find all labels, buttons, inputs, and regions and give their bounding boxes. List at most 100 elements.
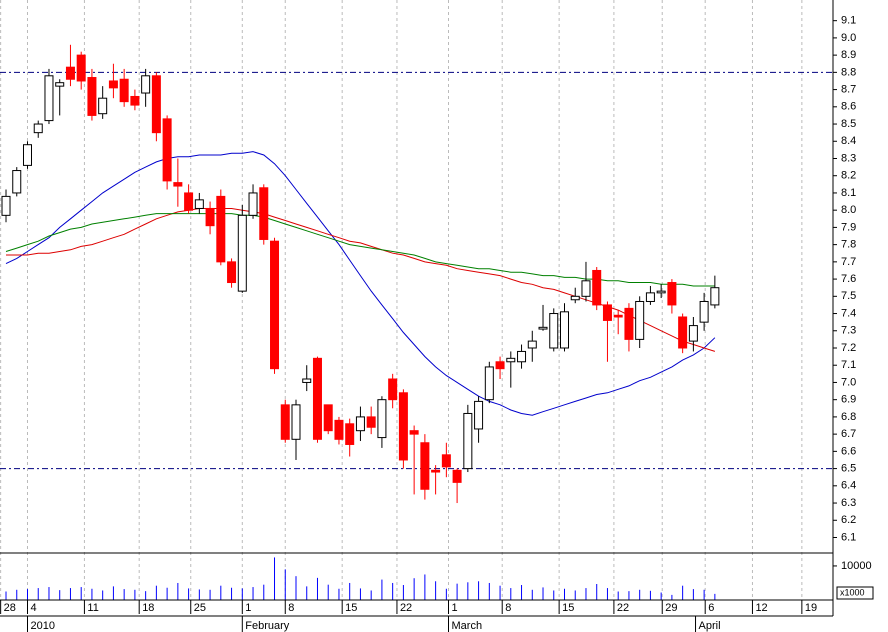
y-tick-label: 6.3 [841, 497, 856, 509]
candle-body [688, 325, 698, 342]
candle-body [527, 340, 537, 349]
candle-body [484, 366, 494, 401]
candle-body [517, 350, 527, 363]
candle-body [280, 404, 290, 440]
candle-body [1, 195, 11, 216]
candle-body [463, 412, 473, 470]
y-tick-label: 7.9 [841, 221, 856, 233]
y-tick-label: 7.5 [841, 290, 856, 302]
y-tick-label: 7.2 [841, 342, 856, 354]
candle-body [44, 75, 54, 122]
unit-label: x1000 [840, 587, 865, 597]
candle-body [270, 240, 280, 370]
x-tick-label: 8 [288, 602, 294, 614]
candle-body [420, 442, 430, 490]
candle-body [678, 316, 688, 349]
candle-body [141, 75, 151, 94]
candle-body [538, 326, 548, 330]
x-tick-label: 29 [665, 602, 677, 614]
y-tick-label: 6.7 [841, 428, 856, 440]
candle-body [506, 357, 516, 363]
y-tick-label: 9.1 [841, 15, 856, 27]
unit-box [836, 586, 874, 600]
candle-body [474, 400, 484, 430]
candle-body [366, 416, 376, 428]
y-tick-label: 8.6 [841, 101, 856, 113]
x-tick-label: 1 [245, 602, 251, 614]
candle-body [388, 378, 398, 401]
x-tick-label: 19 [805, 602, 817, 614]
y-tick-label: 6.8 [841, 411, 856, 423]
y-tick-label: 6.2 [841, 514, 856, 526]
candle-body [216, 195, 226, 263]
y-tick-label: 7.8 [841, 239, 856, 251]
y-tick-label: 8.8 [841, 66, 856, 78]
y-tick-label: 8.2 [841, 170, 856, 182]
candle-body [452, 469, 462, 483]
x-tick-label: 22 [400, 602, 412, 614]
candle-body [162, 118, 172, 182]
candle-body [194, 199, 204, 209]
candle-body [345, 423, 355, 445]
candle-body [55, 82, 65, 87]
candle-body [33, 123, 43, 134]
y-tick-label: 7.4 [841, 307, 856, 319]
y-tick-label: 7.3 [841, 325, 856, 337]
candle-body [259, 187, 269, 240]
x-tick-label: 22 [617, 602, 629, 614]
candle-body [12, 170, 22, 194]
month-label: March [452, 620, 483, 632]
y-tick-label: 8.1 [841, 187, 856, 199]
x-tick-label: 18 [142, 602, 154, 614]
candle-body [398, 392, 408, 461]
candle-body [613, 314, 623, 318]
x-tick-label: 15 [562, 602, 574, 614]
month-label: February [245, 620, 290, 632]
candle-body [549, 313, 559, 349]
candle-body [237, 214, 247, 292]
moving-average [5, 151, 716, 416]
y-tick-label: 8.0 [841, 204, 856, 216]
candle-body [645, 292, 655, 302]
y-tick-label: 6.5 [841, 462, 856, 474]
y-tick-label: 7.7 [841, 256, 856, 268]
x-tick-label: 11 [87, 602, 98, 614]
month-label: 2010 [30, 620, 54, 632]
y-tick-label: 6.4 [841, 480, 856, 492]
candle-body [248, 192, 258, 216]
candle-body [441, 454, 451, 468]
candle-body [205, 207, 215, 227]
candle-body [624, 307, 634, 340]
y-tick-label: 6.1 [841, 531, 856, 543]
candle-body [302, 378, 312, 383]
y-tick-label: 7.0 [841, 376, 856, 388]
x-tick-label: 15 [345, 602, 357, 614]
candle-body [323, 404, 333, 432]
x-tick-label: 25 [194, 602, 206, 614]
y-tick-label: 8.4 [841, 135, 856, 147]
y-tick-label: 10000 [841, 560, 872, 572]
month-label: April [699, 620, 721, 632]
candle-body [173, 182, 183, 187]
y-tick-label: 8.5 [841, 118, 856, 130]
candle-body [227, 261, 237, 284]
candle-body [377, 399, 387, 439]
candle-body [602, 304, 612, 321]
y-tick-label: 9.0 [841, 32, 856, 44]
y-tick-label: 6.6 [841, 445, 856, 457]
candle-body [65, 66, 75, 80]
candle-body [334, 419, 344, 440]
y-tick-label: 7.6 [841, 273, 856, 285]
candle-body [592, 269, 602, 306]
candle-body [291, 404, 301, 440]
candle-body [570, 295, 580, 301]
candle-body [409, 430, 419, 435]
candle-body [355, 416, 365, 432]
x-tick-label: 6 [708, 602, 714, 614]
candle-body [87, 77, 97, 116]
candle-body [184, 192, 194, 211]
candle-body [130, 95, 140, 106]
y-tick-label: 8.9 [841, 49, 856, 61]
